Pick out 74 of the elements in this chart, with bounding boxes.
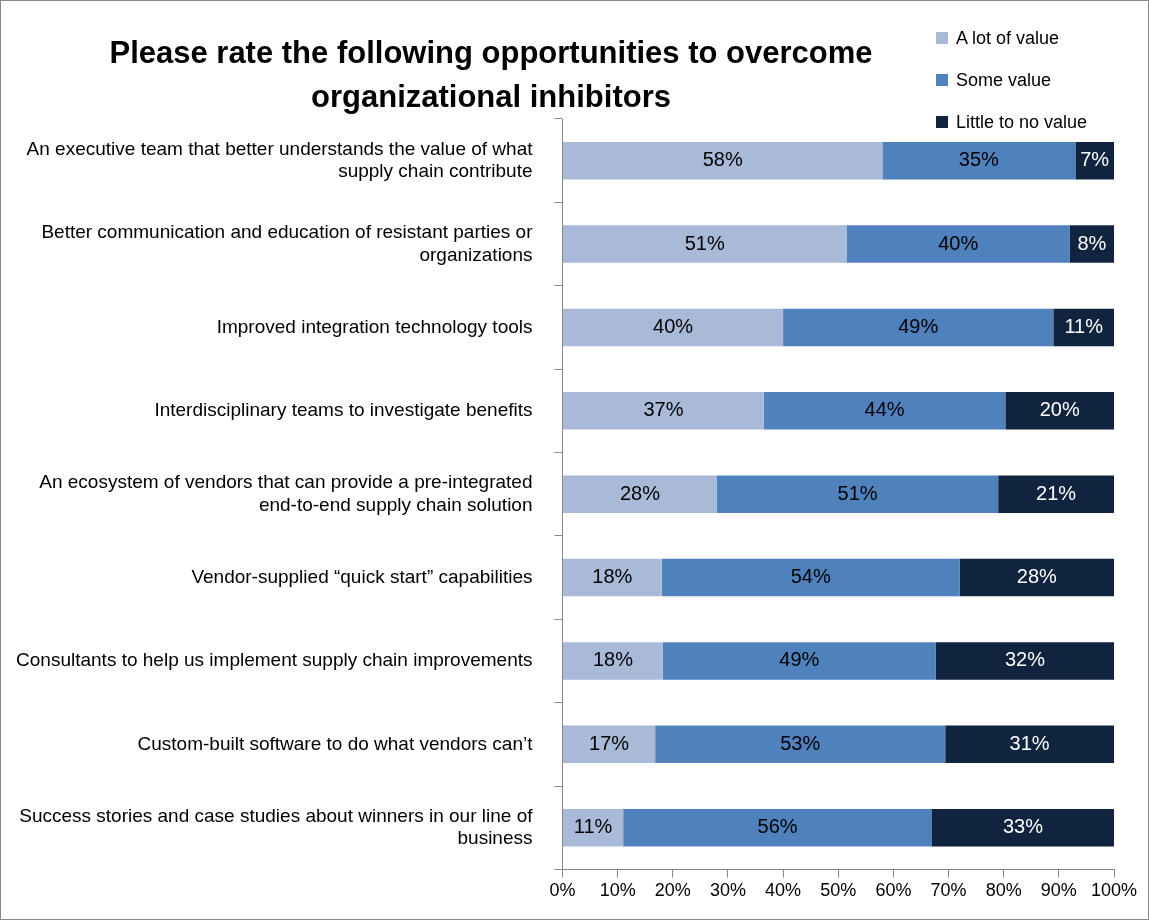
bar [1005, 392, 1114, 430]
bar [563, 225, 847, 263]
legend-label: A lot of value [956, 27, 1060, 49]
x-tick-label: 70% [930, 880, 967, 901]
data-label: 58% [702, 148, 743, 171]
bar [998, 475, 1114, 513]
data-label: 37% [643, 398, 684, 421]
bar [716, 475, 999, 513]
data-label: 18% [592, 648, 634, 671]
bar [623, 808, 933, 847]
data-label: 18% [592, 565, 633, 588]
y-tick-label: Success stories and case studies about winners in our line of business [19, 804, 534, 849]
data-label: 35% [958, 148, 1000, 171]
data-label: 21% [1036, 481, 1077, 504]
data-label: 53% [780, 731, 821, 754]
bar [959, 558, 1114, 597]
x-tick-label: 40% [765, 880, 802, 901]
x-tick-label: 10% [599, 880, 636, 901]
y-tick-label: Better communication and education of resistant parties or organizations [41, 220, 534, 265]
bar [932, 808, 1114, 847]
bar [563, 725, 656, 764]
bar [662, 642, 936, 680]
bar [563, 558, 662, 597]
data-label: 56% [757, 815, 798, 838]
bar [563, 141, 883, 180]
bar [763, 392, 1006, 430]
y-tick-label: Consultants to help us implement supply chain improvements [16, 649, 533, 671]
data-label: 11% [1064, 314, 1104, 337]
data-label: 51% [837, 481, 878, 504]
data-label: 31% [1009, 731, 1050, 754]
x-tick-label: 0% [549, 880, 576, 901]
data-label: 49% [779, 648, 820, 671]
data-label: 28% [1016, 565, 1058, 588]
x-tick-label: 100% [1090, 880, 1138, 901]
data-label: 40% [653, 314, 694, 337]
data-label: 8% [1077, 231, 1107, 254]
x-tick-label: 80% [985, 880, 1022, 901]
data-label: 40% [938, 231, 979, 254]
y-tick-label: Interdisciplinary teams to investigate benefits [154, 399, 533, 421]
chart-title: Please rate the following opportunities to overcome organizational inhibitors [108, 34, 874, 116]
bar [882, 141, 1076, 180]
data-label: 44% [864, 398, 905, 421]
bar [661, 558, 960, 597]
bar [563, 475, 717, 513]
data-label: 49% [898, 314, 939, 337]
data-label: 20% [1039, 398, 1080, 421]
bar [655, 725, 946, 764]
x-tick-label: 50% [820, 880, 857, 901]
data-label: 11% [573, 815, 613, 838]
legend-label: Some value [956, 69, 1052, 91]
y-tick-label: An executive team that better understands the value of what supply chain contribute [26, 137, 534, 182]
bar [783, 308, 1054, 347]
bar [945, 725, 1114, 764]
bar [563, 642, 663, 680]
data-label: 54% [790, 565, 831, 588]
data-label: 51% [684, 231, 725, 254]
bar [563, 308, 784, 347]
x-tick-label: 60% [875, 880, 912, 901]
y-tick-label: An ecosystem of vendors that can provide a pre-integrated end-to-end supply chain solution [39, 471, 533, 515]
bar [846, 225, 1070, 263]
y-tick-label: Custom-built software to do what vendors can’t [137, 732, 534, 754]
y-tick-label: Improved integration technology tools [216, 315, 533, 337]
data-label: 28% [619, 481, 661, 504]
bar [935, 642, 1114, 680]
x-tick-label: 90% [1040, 880, 1077, 901]
data-label: 7% [1080, 148, 1110, 171]
data-label: 17% [589, 731, 630, 754]
bar [563, 392, 764, 430]
legend-label: Little to no value [956, 111, 1088, 133]
data-label: 33% [1002, 815, 1044, 838]
x-tick-label: 30% [709, 880, 746, 901]
y-tick-label: Vendor-supplied “quick start” capabilities [191, 565, 533, 587]
data-label: 32% [1004, 648, 1046, 671]
x-tick-label: 20% [654, 880, 691, 901]
